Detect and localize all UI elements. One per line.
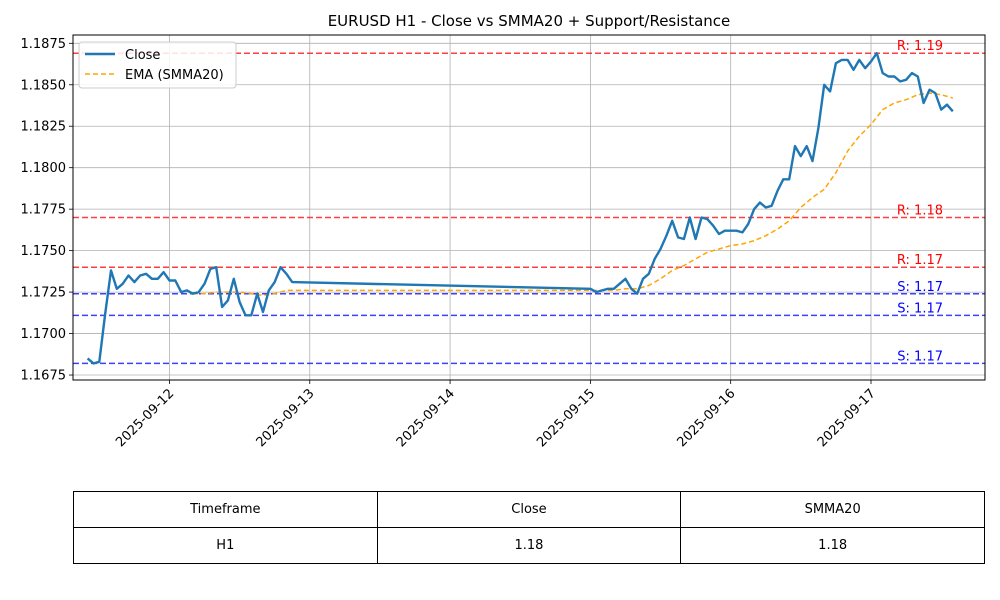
y-tick-label: 1.1825 [21,120,67,135]
ema-series-line [192,92,954,297]
table-header-cell: Close [376,491,682,528]
chart: EURUSD H1 - Close vs SMMA20 + Support/Re… [21,12,986,450]
x-tick-label: 2025-09-13 [254,386,318,450]
x-tick-label: 2025-09-14 [394,386,458,450]
table-header-cell: SMMA20 [680,491,985,528]
table-cell: H1 [73,527,378,564]
y-tick-label: 1.1875 [21,37,67,52]
summary-table: Timeframe Close SMMA20 H1 1.18 1.18 [73,491,985,564]
x-tick-label: 2025-09-17 [815,386,879,450]
legend-box [78,41,237,89]
support-level-label: S: 1.17 [897,280,943,295]
x-tick-label: 2025-09-16 [674,386,738,450]
y-axis: 1.1675 1.1700 1.1725 1.1750 1.1775 1.1800 1.18… [21,37,73,384]
table-header-cell: Timeframe [73,491,378,528]
series-lines [86,52,954,365]
y-tick-label: 1.1800 [21,161,67,176]
legend-label-ema: EMA (SMMA20) [125,68,224,83]
y-tick-label: 1.1850 [21,78,67,93]
resistance-level-label: R: 1.17 [897,253,943,268]
table-cell: 1.18 [680,527,985,564]
table-header-row: Timeframe Close SMMA20 [73,491,985,528]
support-level-label: S: 1.17 [897,349,943,364]
chart-title: EURUSD H1 - Close vs SMMA20 + Support/Re… [328,12,731,30]
support-level-label: S: 1.17 [897,301,943,316]
plot-frame [72,34,986,381]
x-tick-label: 2025-09-15 [534,386,598,450]
y-tick-label: 1.1725 [21,286,67,301]
resistance-level-label: R: 1.18 [897,203,943,218]
x-tick-label: 2025-09-12 [113,386,177,450]
y-tick-label: 1.1750 [21,244,67,259]
y-tick-label: 1.1675 [21,369,67,384]
y-tick-label: 1.1700 [21,327,67,342]
legend-label-close: Close [125,48,160,63]
legend: Close EMA (SMMA20) [78,41,237,89]
table-row: H1 1.18 1.18 [73,527,985,564]
close-series-line [86,52,954,365]
support-resistance-levels: R: 1.19 R: 1.18 R: 1.17 S: 1.17 S: 1.17 S: 1.… [73,39,985,364]
x-axis: 2025-09-12 2025-09-13 2025-09-14 2025-09-15… [113,380,879,450]
y-tick-label: 1.1775 [21,203,67,218]
table-cell: 1.18 [376,527,682,564]
resistance-level-label: R: 1.19 [897,39,943,54]
